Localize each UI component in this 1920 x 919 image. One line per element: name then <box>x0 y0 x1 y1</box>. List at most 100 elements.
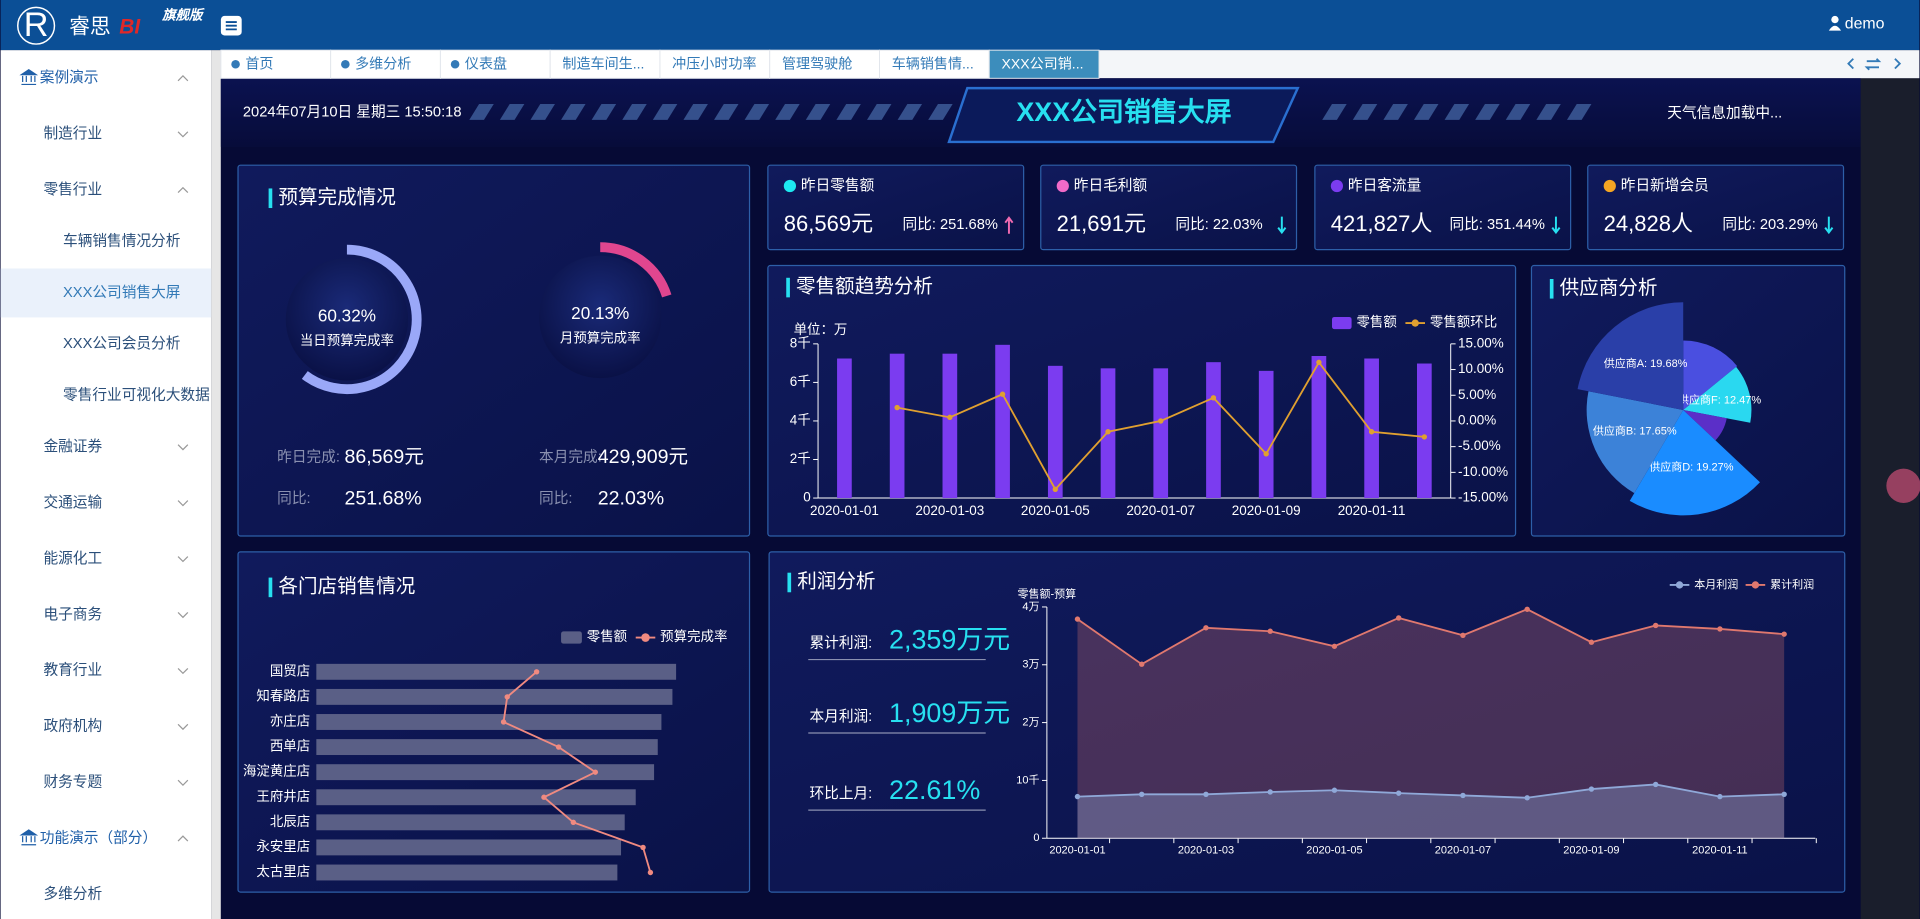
sidebar-item[interactable]: 功能演示（部分） <box>40 829 157 846</box>
legend-swatch <box>1332 316 1352 330</box>
panel-title: 供应商分析 <box>1560 277 1658 299</box>
sidebar-item[interactable]: 教育行业 <box>43 662 102 679</box>
line-point <box>1331 787 1338 793</box>
legend-dot <box>641 633 650 642</box>
tab-menu[interactable] <box>1864 58 1882 71</box>
tab-label[interactable]: 车辆销售情... <box>892 56 974 72</box>
line-point <box>999 391 1006 397</box>
tab-label[interactable]: 冲压小时功率 <box>672 56 756 72</box>
stat-value: 251.68% <box>344 487 421 509</box>
tab-label[interactable]: 多维分析 <box>355 56 411 72</box>
line-point <box>541 794 547 800</box>
line-point <box>1210 395 1217 401</box>
sidebar-item[interactable]: 零售行业可视化大数据 <box>63 387 210 404</box>
hbar <box>316 864 618 881</box>
tab-controls[interactable] <box>1847 58 1902 71</box>
panel-title-bar <box>786 277 790 298</box>
tab[interactable] <box>988 49 1100 79</box>
sidebar-item[interactable]: 财务专题 <box>43 774 102 791</box>
y2-tick-label: 5.00% <box>1458 387 1496 402</box>
tab-next[interactable] <box>1894 58 1902 70</box>
deco-stripe <box>652 104 678 120</box>
x-tick-label: 2020-01-03 <box>1178 844 1234 856</box>
sidebar-item[interactable]: 零售行业 <box>43 181 102 198</box>
tab-label[interactable]: 首页 <box>245 56 273 72</box>
y2-tick-label: 10.00% <box>1458 361 1504 376</box>
pie-slice <box>1586 391 1684 494</box>
tab[interactable] <box>878 49 990 79</box>
tab-prev[interactable] <box>1847 58 1854 70</box>
sidebar-item[interactable]: XXX公司销售大屏 <box>63 284 180 301</box>
sidebar-item[interactable]: 多维分析 <box>43 885 102 902</box>
bar <box>942 353 958 499</box>
tab[interactable] <box>549 49 661 79</box>
line-point <box>1396 615 1402 621</box>
stat-value: 86,569元 <box>344 446 423 468</box>
sidebar-item[interactable]: 政府机构 <box>43 718 102 735</box>
panel <box>237 164 751 537</box>
sidebar-item[interactable]: 案例演示 <box>40 68 99 86</box>
tab-label[interactable]: XXX公司销... <box>1001 56 1083 72</box>
sidebar-item[interactable]: 制造行业 <box>43 125 102 142</box>
tab[interactable] <box>659 49 771 79</box>
sidebar-item[interactable]: 能源化工 <box>43 550 102 567</box>
tab-label[interactable]: 管理驾驶舱 <box>782 56 852 72</box>
line-point <box>1588 786 1595 792</box>
line-point <box>1652 622 1659 629</box>
line-point <box>1203 625 1209 631</box>
hbar <box>316 789 636 806</box>
sidebar-item[interactable]: 车辆销售情况分析 <box>63 232 181 249</box>
pie-slice <box>1629 409 1760 516</box>
sidebar-chevron <box>177 779 189 786</box>
panel-title-bar <box>268 577 273 598</box>
stat-label: 昨日完成: <box>277 449 340 466</box>
tab[interactable] <box>769 49 880 79</box>
deco-stripe <box>683 104 708 120</box>
legend-dot <box>1751 581 1760 589</box>
line-point <box>1105 429 1111 435</box>
sidebar-chevron <box>177 667 189 675</box>
tab-label[interactable]: 制造车间生... <box>562 56 644 72</box>
translate-button[interactable] <box>1886 468 1920 503</box>
panel <box>767 164 1025 251</box>
line-point <box>1052 486 1058 493</box>
y-category-label: 王府井店 <box>256 789 310 804</box>
kpi-title: 昨日新增会员 <box>1621 177 1709 194</box>
hbar <box>316 764 655 781</box>
line-point <box>533 669 540 675</box>
pie-slice <box>1683 409 1727 441</box>
y-tick-label: 10千 <box>1016 773 1039 786</box>
deco-stripe <box>744 104 770 120</box>
sidebar-item[interactable]: XXX公司会员分析 <box>63 335 181 352</box>
y-tick-label: 4万 <box>1022 601 1039 613</box>
edition: 旗舰版 <box>161 7 205 22</box>
stat-value: 429,909元 <box>598 446 688 468</box>
line-point <box>1139 661 1145 667</box>
panel-title: 零售额趋势分析 <box>796 276 933 298</box>
hbar <box>316 814 625 831</box>
tab-icon <box>341 59 350 69</box>
kpi-change: 同比: 22.03% <box>1175 216 1262 233</box>
gauge-bg <box>285 258 409 381</box>
sidebar-item[interactable]: 金融证券 <box>43 438 102 455</box>
legend-label: 零售额 <box>1356 315 1397 330</box>
sidebar-chevron <box>177 444 189 451</box>
sidebar-chevron <box>177 500 189 507</box>
legend-swatch <box>561 631 582 644</box>
screen-datetime: 2024年07月10日 星期三 15:50:18 <box>243 103 462 120</box>
sidebar-item[interactable]: 交通运输 <box>43 493 102 511</box>
sidebar-item[interactable]: 电子商务 <box>43 606 102 623</box>
y2-tick-label: 15.00% <box>1458 335 1504 350</box>
area-fill <box>1077 609 1785 839</box>
y2-tick-label: 0.00% <box>1458 413 1496 428</box>
tab-label[interactable]: 仪表盘 <box>465 56 507 72</box>
sidebar-active-bg <box>0 268 212 318</box>
y-axis-label: 零售额-预算 <box>1018 587 1077 601</box>
bar <box>837 358 852 499</box>
panel <box>1587 164 1845 251</box>
sidebar-chevron <box>177 131 189 138</box>
user-name[interactable]: demo <box>1845 16 1885 33</box>
deco-stripe <box>469 104 494 120</box>
